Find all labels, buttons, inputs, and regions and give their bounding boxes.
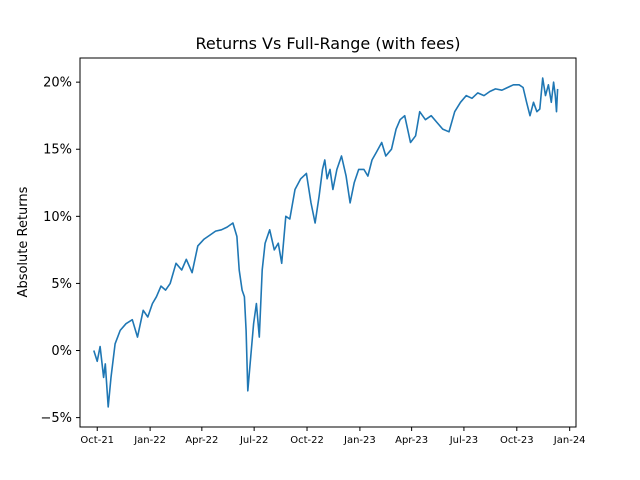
plot-frame — [79, 57, 577, 428]
x-tick-label: Jul-22 — [239, 435, 268, 446]
x-tick-label: Jan-22 — [133, 435, 166, 446]
x-tick-label: Apr-23 — [395, 435, 428, 446]
returns-series-line — [93, 77, 559, 408]
y-tick-label: 15% — [43, 143, 72, 158]
y-tick-label: 5% — [51, 277, 72, 292]
x-axis-ticks: Oct-21 Jan-22 Apr-22 Jul-22 Oct-22 Jan-23 Apr-… — [80, 427, 586, 446]
y-axis-ticks: −5% 0% 5% 10% 15% 20% — [40, 76, 80, 426]
y-tick-label: 10% — [43, 210, 72, 225]
y-tick-label: 0% — [51, 344, 72, 359]
x-tick-label: Oct-22 — [290, 435, 324, 446]
x-tick-label: Jan-23 — [343, 435, 376, 446]
y-tick-label: −5% — [40, 411, 72, 426]
x-tick-label: Oct-21 — [80, 435, 114, 446]
x-tick-label: Jan-24 — [553, 435, 586, 446]
chart-title: Returns Vs Full-Range (with fees) — [196, 34, 461, 53]
y-axis-label: Absolute Returns — [16, 186, 31, 297]
x-tick-label: Oct-23 — [500, 435, 534, 446]
y-tick-label: 20% — [43, 76, 72, 91]
x-tick-label: Apr-22 — [185, 435, 218, 446]
x-tick-label: Jul-23 — [449, 435, 478, 446]
plot-layer — [93, 77, 559, 408]
